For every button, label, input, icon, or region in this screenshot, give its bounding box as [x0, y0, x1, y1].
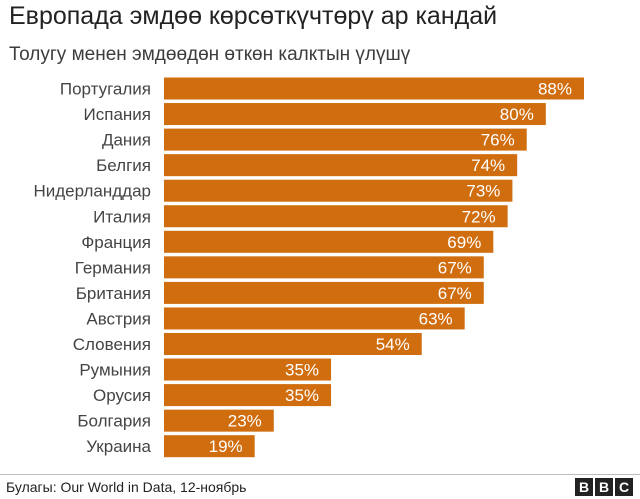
value-label: 54%	[376, 335, 410, 354]
category-label: Британия	[76, 284, 151, 303]
bar	[164, 103, 546, 126]
category-label: Австрия	[86, 309, 151, 328]
value-label: 19%	[209, 437, 243, 456]
footer-divider	[0, 474, 640, 475]
value-label: 80%	[500, 105, 534, 124]
bar	[164, 281, 484, 304]
value-label: 67%	[438, 258, 472, 277]
bbc-logo-letter: C	[615, 478, 633, 496]
bar	[164, 205, 508, 228]
value-label: 69%	[447, 233, 481, 252]
category-label: Белгия	[96, 156, 151, 175]
bar	[164, 77, 584, 100]
chart-title: Европада эмдөө көрсөткүчтөрү ар кандай	[9, 2, 498, 30]
bar	[164, 435, 255, 458]
value-label: 23%	[228, 412, 262, 431]
bbc-logo-letter: B	[595, 478, 613, 496]
value-label: 72%	[462, 207, 496, 226]
value-label: 73%	[466, 182, 500, 201]
bbc-logo: B B C	[575, 478, 633, 496]
category-label: Словения	[73, 335, 151, 354]
category-label: Дания	[102, 131, 151, 150]
value-label: 35%	[285, 386, 319, 405]
category-label: Болгария	[77, 412, 151, 431]
category-label: Португалия	[60, 80, 151, 99]
category-label: Орусия	[93, 386, 151, 405]
category-label: Нидерланддар	[33, 182, 151, 201]
value-label: 88%	[538, 80, 572, 99]
bar	[164, 256, 484, 279]
bar	[164, 154, 518, 177]
value-label: 74%	[471, 156, 505, 175]
bar	[164, 307, 465, 330]
bar	[164, 128, 527, 151]
bar	[164, 230, 494, 253]
bar	[164, 409, 274, 432]
bar	[164, 179, 513, 202]
source-note: Булагы: Our World in Data, 12-ноябрь	[6, 479, 247, 495]
bbc-logo-letter: B	[575, 478, 593, 496]
value-label: 35%	[285, 361, 319, 380]
bar-chart: Португалия 88% Испания 80% Дания 76% Белгия 74%…	[33, 77, 584, 458]
category-label: Франция	[81, 233, 151, 252]
category-label: Италия	[93, 207, 151, 226]
category-label: Украина	[86, 437, 151, 456]
bar	[164, 384, 332, 407]
category-label: Румыния	[79, 361, 151, 380]
bar	[164, 333, 422, 355]
bar	[164, 358, 332, 381]
value-label: 76%	[481, 131, 515, 150]
chart-subtitle: Толугу менен эмдөөдөн өткөн калктын үлүш…	[9, 44, 411, 65]
category-label: Германия	[75, 258, 151, 277]
value-label: 67%	[438, 284, 472, 303]
value-label: 63%	[419, 309, 453, 328]
category-label: Испания	[84, 105, 151, 124]
